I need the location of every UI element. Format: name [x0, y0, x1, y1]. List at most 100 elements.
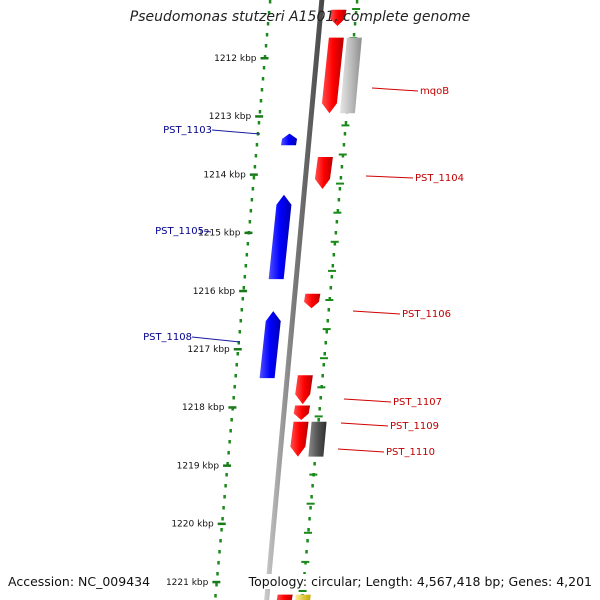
gene-feature[interactable]	[259, 311, 281, 379]
guide-dot	[303, 572, 306, 576]
guide-dot	[245, 253, 249, 257]
guide-dot	[246, 242, 250, 246]
guide-dot	[307, 528, 310, 532]
guide-dash	[314, 415, 323, 418]
guide-dot	[243, 275, 247, 279]
guide-dot	[221, 517, 224, 521]
gene-label[interactable]: PST_1106	[402, 309, 451, 320]
gene-feature[interactable]	[314, 156, 333, 189]
gene-features	[259, 9, 362, 600]
label-leader-line	[371, 87, 419, 92]
guide-dot	[240, 308, 244, 312]
guide-dot	[327, 308, 331, 312]
guide-dot	[261, 77, 265, 81]
gene-feature[interactable]	[321, 37, 344, 114]
guide-dot	[215, 583, 218, 587]
gene-feature[interactable]	[304, 293, 321, 309]
tick-mark	[228, 406, 237, 409]
gene-feature[interactable]	[294, 594, 311, 600]
guide-dash	[317, 386, 326, 389]
label-leader-line	[191, 336, 241, 343]
guide-dot	[255, 143, 259, 147]
guide-dot	[343, 132, 347, 136]
guide-dot	[260, 88, 264, 92]
guide-dot	[216, 572, 219, 576]
guide-dot	[249, 209, 253, 213]
guide-dot	[267, 11, 271, 15]
guide-dot	[332, 253, 336, 257]
gene-label[interactable]: PST_1107	[393, 397, 442, 408]
gene-label[interactable]: mqoB	[420, 86, 449, 97]
guide-dash	[341, 124, 350, 127]
guide-dash	[328, 269, 337, 272]
guide-dot	[319, 396, 322, 400]
guide-dash	[320, 357, 329, 360]
guide-dash	[333, 211, 342, 214]
guide-dot	[236, 352, 239, 356]
guide-dot	[262, 66, 266, 70]
gene-feature[interactable]	[293, 405, 311, 421]
guide-dot	[268, 0, 272, 4]
guide-dot	[344, 121, 348, 125]
guide-dot	[313, 462, 316, 466]
map-title: Pseudomonas stutzeri A1501, complete gen…	[129, 9, 471, 25]
guide-dot	[323, 352, 326, 356]
guide-dot	[253, 165, 257, 169]
guide-dot	[235, 363, 238, 367]
tick-label: 1218 kbp	[182, 403, 225, 413]
label-leader-line	[352, 310, 401, 315]
gene-label[interactable]: PST_1105	[155, 226, 204, 237]
guide-dot	[234, 374, 237, 378]
gene-feature[interactable]	[329, 9, 347, 26]
guide-dot	[229, 429, 232, 433]
guide-dot	[251, 187, 255, 191]
guide-dot	[341, 154, 345, 158]
gene-feature[interactable]	[308, 421, 327, 457]
gene-label[interactable]: PST_1108	[143, 332, 192, 343]
guide-dot	[264, 44, 268, 48]
guide-dot	[248, 220, 252, 224]
tick-label: 1217 kbp	[187, 345, 230, 355]
label-leader-line	[203, 230, 212, 233]
gene-feature[interactable]	[290, 421, 309, 457]
guide-dot	[318, 407, 321, 411]
guide-dot	[224, 484, 227, 488]
guide-dot	[339, 176, 343, 180]
guide-dot	[328, 297, 332, 301]
guide-dot	[265, 33, 269, 37]
guide-dash	[322, 328, 331, 331]
gene-label[interactable]: PST_1109	[390, 421, 439, 432]
guide-dot	[306, 539, 309, 543]
gene-feature[interactable]	[268, 194, 292, 280]
guide-dot	[340, 165, 344, 169]
guide-dot	[238, 330, 242, 334]
gene-feature[interactable]	[339, 37, 362, 114]
guide-dash	[306, 502, 315, 505]
gene-feature[interactable]	[276, 594, 293, 600]
guide-dot	[309, 506, 312, 510]
guide-dot	[244, 264, 248, 268]
guide-dot	[331, 264, 335, 268]
label-leader-line	[211, 129, 261, 135]
label-leader-line	[343, 398, 392, 403]
gene-label[interactable]: PST_1103	[163, 125, 212, 136]
tick-label: 1214 kbp	[203, 170, 246, 180]
guide-dash	[309, 473, 318, 476]
guide-dash	[303, 531, 312, 534]
gene-label[interactable]: PST_1104	[415, 173, 464, 184]
guide-dot	[263, 55, 267, 59]
tick-label: 1215 kbp	[198, 229, 241, 239]
gene-feature[interactable]	[280, 133, 298, 146]
guide-dot	[305, 550, 308, 554]
label-leader-line	[337, 448, 385, 453]
guide-dot	[355, 0, 359, 4]
guide-dot	[337, 198, 341, 202]
guide-dash	[330, 240, 339, 243]
gene-feature[interactable]	[295, 375, 313, 405]
guide-dot	[334, 231, 338, 235]
guide-dot	[222, 506, 225, 510]
tick-mark	[249, 173, 258, 176]
guide-dot	[252, 176, 256, 180]
gene-label[interactable]: PST_1110	[386, 447, 435, 458]
